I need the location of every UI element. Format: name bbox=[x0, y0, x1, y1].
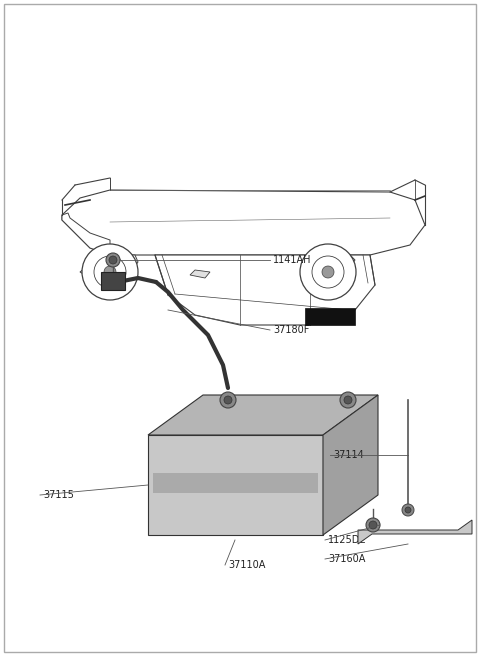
Circle shape bbox=[369, 521, 377, 529]
Text: 1141AH: 1141AH bbox=[273, 255, 312, 265]
Circle shape bbox=[224, 396, 232, 404]
Text: 37180F: 37180F bbox=[273, 325, 310, 335]
Polygon shape bbox=[153, 473, 318, 493]
Polygon shape bbox=[80, 255, 138, 276]
Circle shape bbox=[300, 244, 356, 300]
Polygon shape bbox=[148, 395, 378, 435]
Bar bbox=[101, 272, 125, 290]
Polygon shape bbox=[148, 435, 323, 535]
Circle shape bbox=[405, 507, 411, 513]
Circle shape bbox=[344, 396, 352, 404]
Polygon shape bbox=[305, 308, 355, 325]
Circle shape bbox=[94, 256, 126, 288]
Polygon shape bbox=[358, 520, 472, 544]
Text: 37160A: 37160A bbox=[328, 554, 365, 564]
Text: 37110A: 37110A bbox=[228, 560, 265, 570]
Polygon shape bbox=[323, 395, 378, 535]
Circle shape bbox=[312, 256, 344, 288]
Polygon shape bbox=[155, 255, 375, 325]
Circle shape bbox=[340, 392, 356, 408]
Circle shape bbox=[106, 253, 120, 267]
Circle shape bbox=[322, 266, 334, 278]
Polygon shape bbox=[190, 270, 210, 278]
Circle shape bbox=[104, 266, 116, 278]
Circle shape bbox=[109, 256, 117, 264]
Polygon shape bbox=[62, 213, 110, 255]
Polygon shape bbox=[302, 255, 355, 276]
Text: 37115: 37115 bbox=[43, 490, 74, 500]
Text: 1125DE: 1125DE bbox=[328, 535, 367, 545]
Circle shape bbox=[402, 504, 414, 516]
Circle shape bbox=[366, 518, 380, 532]
Circle shape bbox=[220, 392, 236, 408]
Polygon shape bbox=[62, 190, 425, 255]
Circle shape bbox=[82, 244, 138, 300]
Text: 37114: 37114 bbox=[333, 450, 364, 460]
